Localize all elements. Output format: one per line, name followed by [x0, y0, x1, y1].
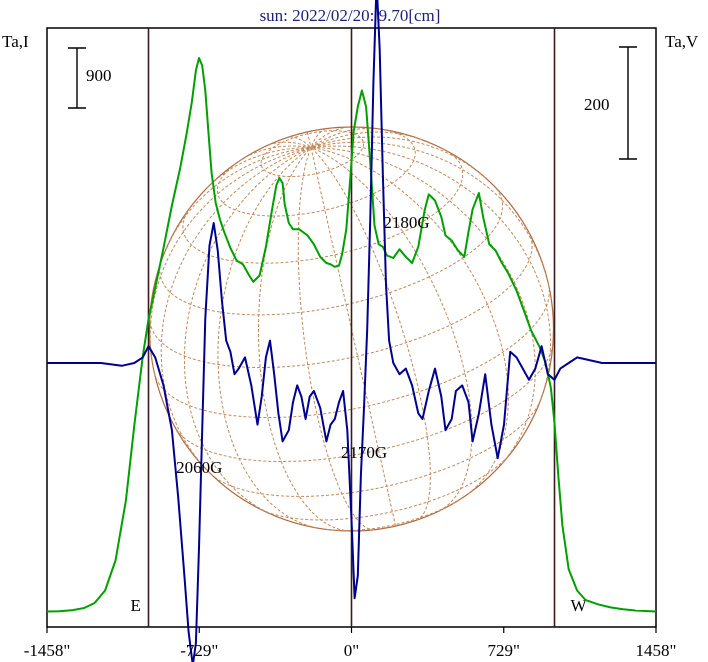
limb-marker-label: W — [571, 596, 588, 615]
x-tick-label: 729" — [488, 641, 520, 660]
x-tick-label: -1458" — [24, 641, 71, 660]
left-scale-bar — [68, 47, 86, 109]
longitude-line — [310, 147, 397, 527]
longitude-line — [217, 146, 317, 529]
longitude-line — [310, 141, 550, 286]
longitude-line — [306, 131, 312, 148]
longitude-line — [160, 146, 312, 475]
limb-marker-label: E — [131, 596, 141, 615]
right-scale-label: 200 — [584, 95, 610, 114]
longitude-line — [268, 141, 312, 148]
longitude-line — [149, 146, 312, 374]
longitude-line — [258, 147, 350, 532]
left-axis-label: Ta,I — [2, 32, 29, 51]
chart-title: sun: 2022/02/20: 9.70[cm] — [260, 6, 441, 25]
right-axis-label: Ta,V — [665, 32, 699, 51]
latitude-line — [159, 186, 503, 316]
longitude-line — [310, 146, 473, 512]
longitude-line — [289, 136, 312, 148]
longitude-line — [297, 147, 375, 531]
left-scale-label: 900 — [86, 66, 112, 85]
series-line-I — [46, 57, 657, 613]
longitude-line — [310, 147, 431, 521]
right-scale-bar — [619, 46, 637, 160]
x-tick-label: -729" — [180, 641, 218, 660]
series-line-V — [47, 0, 656, 662]
longitude-line — [240, 145, 311, 161]
longitude-line — [206, 146, 311, 189]
longitude-line — [310, 128, 327, 148]
latitude-line — [182, 149, 464, 264]
x-tick-label: 0" — [344, 641, 359, 660]
longitude-line — [310, 146, 536, 465]
region-annotation: 2170G — [341, 443, 387, 462]
region-annotation: 2060G — [176, 458, 222, 477]
longitude-line — [310, 145, 552, 401]
longitude-line — [183, 146, 312, 516]
region-annotation: 2180G — [383, 213, 429, 232]
latitude-line — [216, 128, 416, 217]
longitude-line — [165, 146, 311, 250]
x-tick-label: 1458" — [636, 641, 677, 660]
latitude-line — [149, 231, 533, 369]
longitude-line — [310, 146, 509, 495]
longitude-line — [310, 126, 349, 148]
longitude-line — [310, 136, 486, 179]
latitude-line — [261, 453, 511, 521]
